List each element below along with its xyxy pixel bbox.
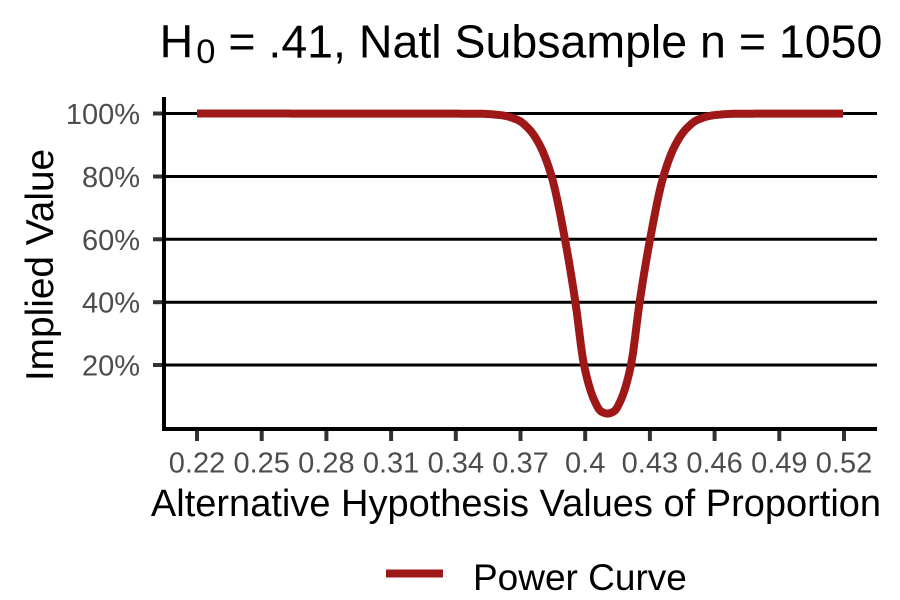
svg-text:0.34: 0.34 — [428, 448, 484, 480]
svg-text:H0 = .41, Natl Subsample n = 1: H0 = .41, Natl Subsample n = 1050 — [160, 16, 883, 72]
svg-text:0.52: 0.52 — [816, 448, 872, 480]
svg-text:0.37: 0.37 — [492, 448, 548, 480]
svg-text:40%: 40% — [82, 288, 140, 320]
svg-text:0.43: 0.43 — [622, 448, 678, 480]
svg-text:80%: 80% — [82, 162, 140, 194]
svg-text:0.4: 0.4 — [565, 448, 605, 480]
svg-text:0.22: 0.22 — [169, 448, 225, 480]
svg-text:Power Curve: Power Curve — [473, 557, 687, 598]
svg-text:Implied Value: Implied Value — [19, 149, 62, 381]
svg-text:20%: 20% — [82, 351, 140, 383]
svg-text:0.49: 0.49 — [751, 448, 807, 480]
svg-text:100%: 100% — [66, 99, 140, 131]
svg-text:60%: 60% — [82, 225, 140, 257]
svg-text:0.46: 0.46 — [686, 448, 742, 480]
svg-text:0.25: 0.25 — [233, 448, 289, 480]
svg-text:0.31: 0.31 — [363, 448, 419, 480]
svg-text:0.28: 0.28 — [298, 448, 354, 480]
svg-text:Alternative Hypothesis Values: Alternative Hypothesis Values of Proport… — [151, 483, 881, 525]
